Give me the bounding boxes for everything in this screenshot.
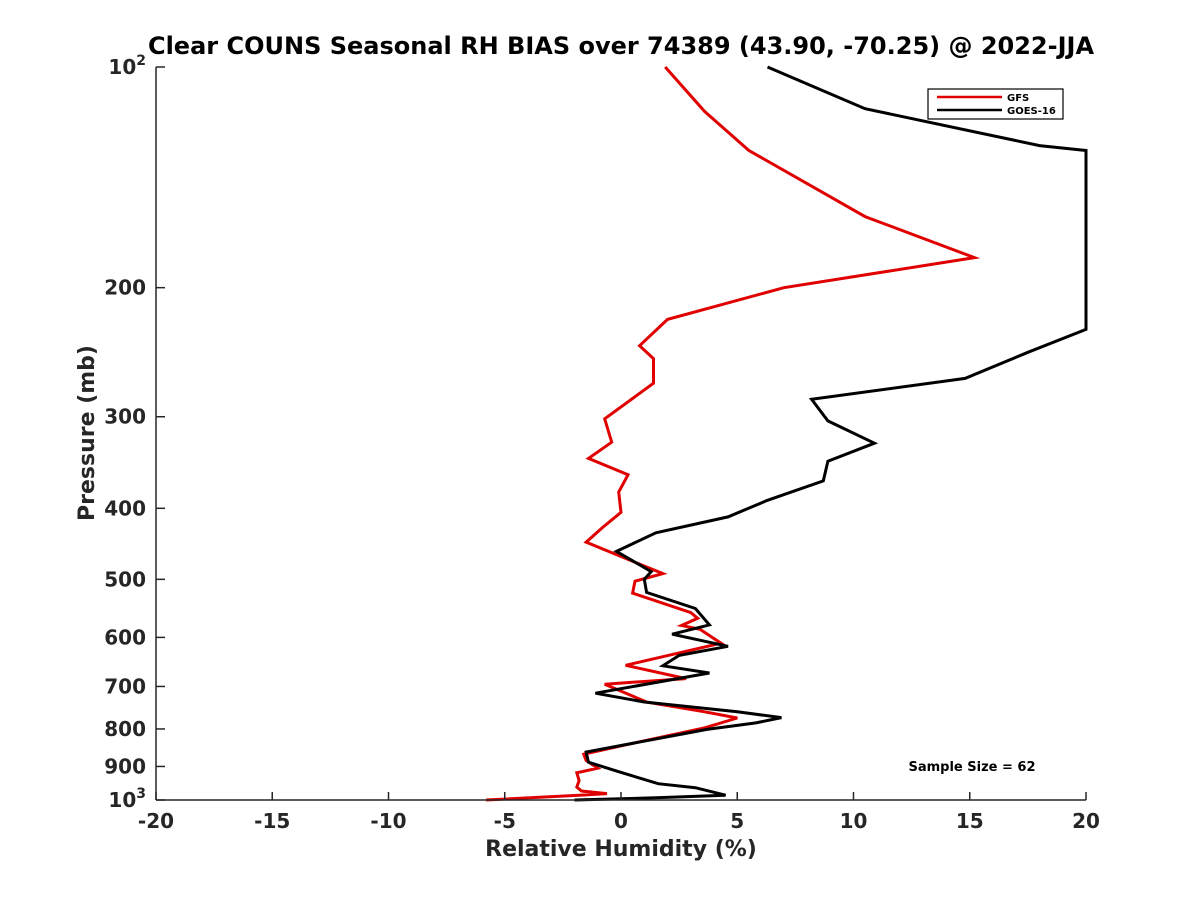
y-axis-label: Pressure (mb) [75, 345, 100, 521]
sample-size-annotation: Sample Size = 62 [908, 760, 1035, 775]
x-tick-label: 5 [730, 809, 744, 833]
series-line-goes16 [574, 65, 1088, 802]
x-tick-label: 10 [840, 809, 868, 833]
x-tick-label: 20 [1072, 809, 1100, 833]
x-tick-label: -5 [494, 809, 516, 833]
legend-box [927, 88, 1064, 120]
x-tick-label: 0 [614, 809, 628, 833]
y-tick-label: 800 [104, 717, 146, 741]
y-tick-label: 300 [104, 405, 146, 429]
x-tick-label: 15 [956, 809, 984, 833]
chart-title: Clear COUNS Seasonal RH BIAS over 74389 … [148, 32, 1094, 60]
plot-area [156, 67, 1086, 800]
y-tick-label: 400 [104, 496, 146, 520]
x-axis-label: Relative Humidity (%) [485, 837, 757, 862]
y-tick-label: 700 [104, 674, 146, 698]
y-tick-label: 103 [108, 786, 146, 812]
series-line-gfs [486, 66, 981, 802]
x-tick-label: -10 [370, 809, 406, 833]
legend-label-goes16: GOES-16 [1007, 106, 1056, 117]
y-tick-label: 600 [104, 625, 146, 649]
y-tick-label: 200 [104, 276, 146, 300]
y-tick-label: 102 [108, 53, 146, 79]
legend-label-gfs: GFS [1007, 93, 1029, 104]
x-tick-label: -20 [138, 809, 174, 833]
y-tick-label: 500 [104, 567, 146, 591]
x-tick-label: -15 [254, 809, 290, 833]
ticks-layer: -20 -15 -10 -5 0 5 10 15 20 102 200 300 400 500 600 700… [104, 53, 1100, 833]
legend: GFS GOES-16 [927, 88, 1064, 120]
series-layer [486, 65, 1088, 802]
y-tick-label: 900 [104, 754, 146, 778]
